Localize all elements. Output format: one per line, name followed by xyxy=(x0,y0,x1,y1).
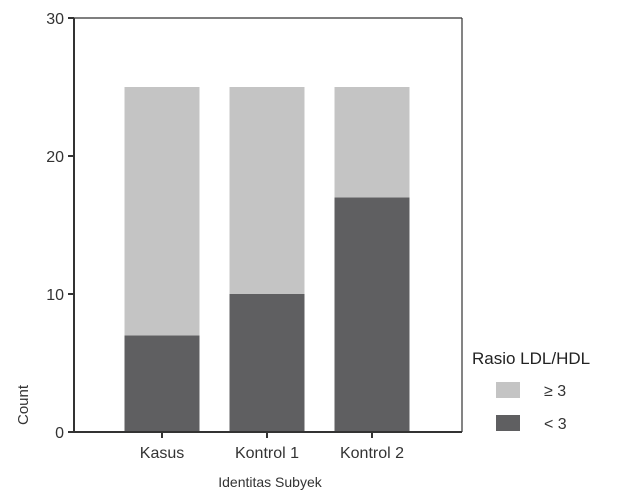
legend-swatch xyxy=(496,382,520,398)
y-axis: 0 10 20 30 xyxy=(46,11,75,442)
y-axis-title: Count xyxy=(15,384,32,425)
bars xyxy=(124,87,410,432)
bar-kontrol-2-series-1 xyxy=(334,197,410,432)
y-tick-label: 20 xyxy=(46,149,64,166)
legend: Rasio LDL/HDL ≥ 3 < 3 xyxy=(472,349,590,433)
y-tick-label: 0 xyxy=(55,425,64,442)
x-tick-label: Kontrol 1 xyxy=(235,445,299,462)
bar-kontrol-1-series-1 xyxy=(229,294,305,432)
x-tick-label: Kasus xyxy=(140,445,184,462)
legend-title: Rasio LDL/HDL xyxy=(472,349,590,368)
bar-kontrol-1-series-2 xyxy=(229,87,305,294)
y-tick-label: 10 xyxy=(46,287,64,304)
bar-kasus-series-2 xyxy=(124,87,200,336)
plot-frame xyxy=(74,17,463,432)
x-tick-label: Kontrol 2 xyxy=(340,445,404,462)
bar-kontrol-2-series-2 xyxy=(334,87,410,198)
x-axis-title: Identitas Subyek xyxy=(218,474,323,490)
y-tick-label: 30 xyxy=(46,11,64,28)
legend-swatch xyxy=(496,415,520,431)
bar-kasus-series-1 xyxy=(124,335,200,432)
x-axis: Kasus Kontrol 1 Kontrol 2 xyxy=(74,431,462,462)
legend-label: ≥ 3 xyxy=(544,383,566,400)
legend-label: < 3 xyxy=(544,416,567,433)
